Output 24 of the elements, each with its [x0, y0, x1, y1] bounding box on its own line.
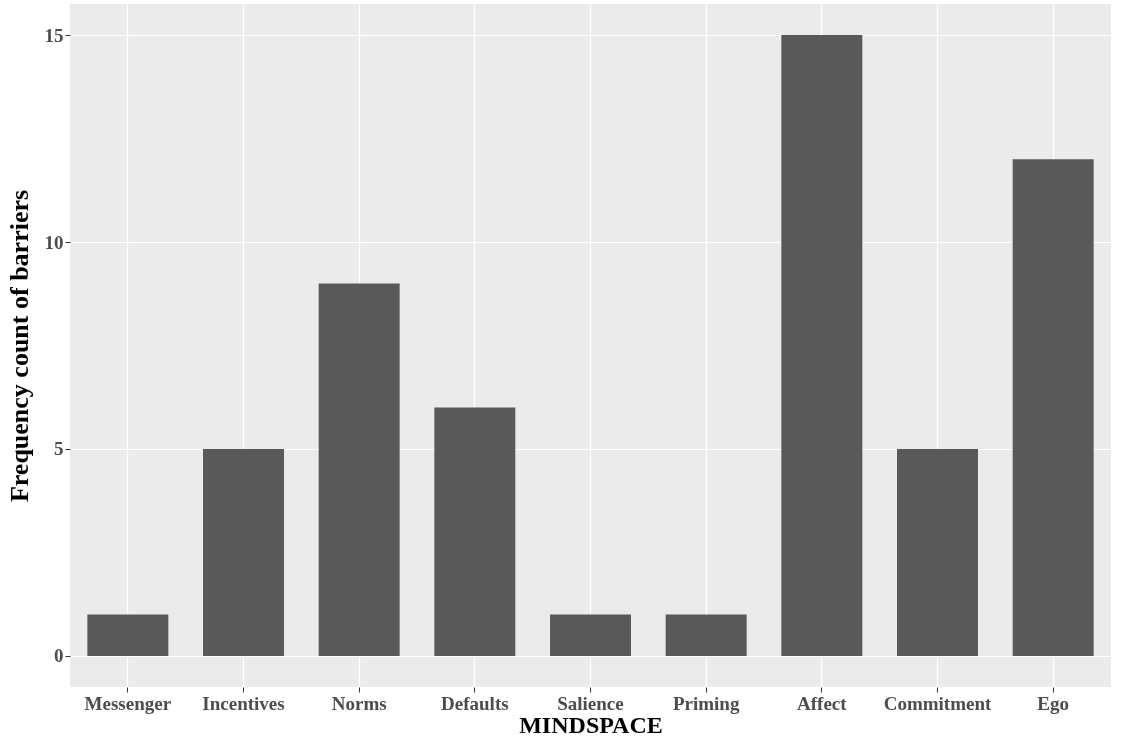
x-tick-label: Messenger: [84, 692, 172, 714]
bar: [1012, 159, 1094, 656]
y-tick-label: 5: [54, 438, 64, 460]
bar: [87, 614, 169, 656]
y-axis-title: Frequency count of barriers: [4, 189, 34, 503]
x-tick-label: Priming: [672, 692, 740, 714]
x-axis-title: MINDSPACE: [519, 711, 663, 738]
bar: [781, 35, 863, 656]
y-tick-label: 15: [44, 24, 64, 46]
bar: [550, 614, 631, 656]
y-tick-label: 0: [54, 645, 64, 667]
bar: [318, 283, 400, 656]
x-tick-label: Affect: [797, 692, 848, 714]
x-tick-label: Norms: [331, 692, 387, 714]
x-tick-label: Incentives: [202, 692, 285, 714]
x-tick-label: Ego: [1037, 692, 1070, 714]
x-tick-label: Commitment: [883, 692, 992, 714]
bar: [434, 407, 516, 656]
x-tick-label: Defaults: [441, 692, 509, 714]
x-tick-label: Salience: [557, 692, 624, 714]
bar: [665, 614, 747, 656]
bar: [203, 448, 284, 656]
y-tick-label: 10: [44, 231, 64, 253]
bar: [897, 448, 978, 656]
